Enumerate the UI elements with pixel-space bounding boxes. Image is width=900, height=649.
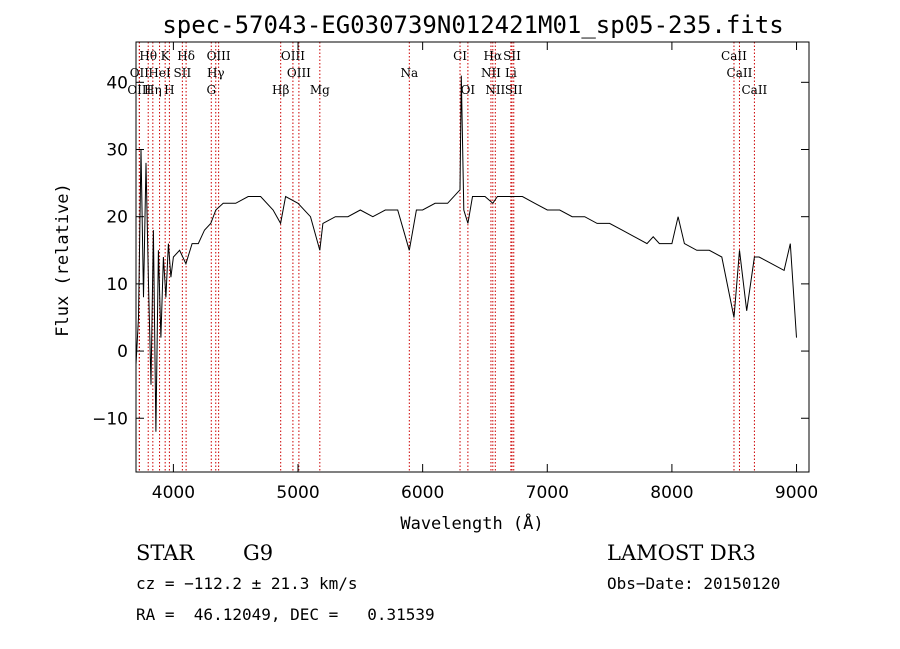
spectral-line-label: OIII [207,49,231,63]
spectral-line-label: OIII [281,49,305,63]
spectral-line-label: CaII [741,83,767,97]
spectral-line-label: OI [461,83,476,97]
spectral-line-label: OIII [287,66,311,80]
chart-title: spec-57043-EG030739N012421M01_sp05-235.f… [162,11,783,39]
object-subclass: G9 [243,541,273,565]
spectral-line-label: NII [481,66,501,80]
y-axis-ticks: −10 0 10 20 30 40 [92,73,809,429]
y-tick-label: −10 [92,409,128,429]
x-tick-label: 7000 [526,483,569,503]
x-tick-label: 6000 [401,483,444,503]
spectral-line-label: K [161,49,171,63]
y-tick-label: 0 [117,342,128,362]
redshift-velocity: cz = −112.2 ± 21.3 km/s [136,574,358,593]
y-tick-label: 10 [106,275,128,295]
spectral-line-label: SII [505,83,523,97]
spectral-line-label: CaII [727,66,753,80]
spectral-line-label: Na [400,66,418,80]
spectral-line-label: SII [174,66,192,80]
spectral-line-label: Hη [144,83,162,97]
plot-frame [135,41,810,473]
x-tick-label: 8000 [650,483,693,503]
spectral-line-label: Li [505,66,517,80]
spectral-line-label: Hδ [177,49,195,63]
spectral-line-label: Hα [484,49,503,63]
spectral-line-label: HeI [148,66,171,80]
spectral-line-label: Hγ [207,66,225,80]
object-class: STAR [136,541,195,565]
spectral-line-label: OIII [127,83,151,97]
survey-name: LAMOST DR3 [607,541,756,565]
y-tick-label: 40 [106,73,128,93]
spectral-line-label: SII [503,49,521,63]
spectral-line-label: H [164,83,174,97]
x-tick-label: 4000 [152,483,195,503]
spectral-lines [138,42,755,472]
y-axis-label: Flux (relative) [53,183,73,337]
spectral-line-label: CaII [721,49,747,63]
observation-date: Obs−Date: 20150120 [607,574,780,593]
spectral-line-label: CI [453,49,467,63]
spectral-line-label: Mg [310,83,330,97]
spectral-line-label: Hθ [139,49,157,63]
y-tick-label: 30 [106,141,128,161]
ra-dec-coordinates: RA = 46.12049, DEC = 0.31539 [136,605,435,624]
spectral-line-label: G [206,83,216,97]
x-tick-label: 9000 [775,483,818,503]
spectral-line-label: NII [485,83,505,97]
spectral-line-label: OII [130,66,150,80]
x-axis-label: Wavelength (Å) [400,512,543,534]
x-axis-ticks: 4000 5000 6000 7000 8000 9000 [152,42,818,503]
y-tick-label: 20 [106,208,128,228]
spectral-line-label: Hβ [272,83,289,97]
flux-series-line [135,75,797,432]
x-tick-label: 5000 [276,483,319,503]
